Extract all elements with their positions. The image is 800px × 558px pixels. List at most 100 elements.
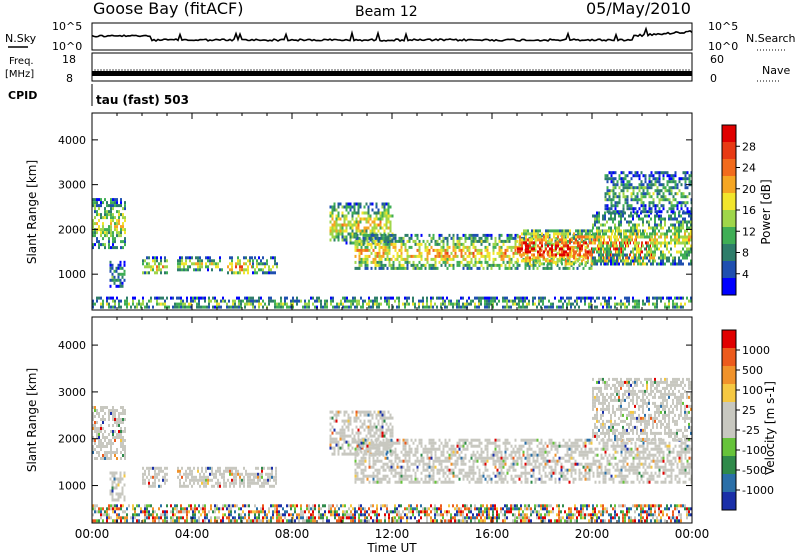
heatmap-cell [611,171,613,174]
heatmap-cell [415,475,417,478]
heatmap-cell [677,192,679,195]
heatmap-cell [552,306,554,309]
heatmap-cell [357,472,359,475]
heatmap-cell [531,238,533,241]
heatmap-cell [380,227,382,230]
heatmap-cell [110,264,112,267]
heatmap-cell [509,264,511,267]
heatmap-cell [94,303,96,306]
heatmap-cell [355,255,357,258]
heatmap-cell [682,236,684,239]
heatmap-cell [271,470,273,473]
heatmap-cell [486,303,488,306]
heatmap-cell [525,244,527,247]
heatmap-cell [120,213,122,216]
heatmap-cell [110,198,112,201]
heatmap-cell [664,233,666,236]
heatmap-cell [231,271,233,274]
heatmap-cell [365,258,367,261]
heatmap-cell [630,215,632,218]
heatmap-cell [393,267,395,270]
heatmap-cell [405,261,407,264]
heatmap-cell [194,297,196,300]
heatmap-cell [116,198,118,201]
heatmap-cell [606,248,608,251]
heatmap-cell [509,255,511,258]
heatmap-cell [231,479,233,482]
heatmap-cell [632,215,634,218]
heatmap-cell [439,255,441,258]
heatmap-cell [610,236,612,239]
heatmap-cell [605,195,607,198]
heatmap-cell [610,260,612,263]
heatmap-cell [344,432,346,435]
heatmap-cell [306,306,308,309]
heatmap-cell [227,470,229,473]
heatmap-cell [393,469,395,472]
heatmap-cell [671,189,673,192]
heatmap-cell [96,222,98,225]
heatmap-cell [628,215,630,218]
heatmap-cell [640,248,642,251]
heatmap-cell [266,262,268,265]
heatmap-cell [368,206,370,209]
heatmap-cell [522,300,524,303]
heatmap-cell [116,204,118,207]
heatmap-cell [382,432,384,435]
heatmap-cell [435,255,437,258]
heatmap-cell [358,300,360,303]
heatmap-cell [521,241,523,244]
heatmap-cell [363,439,365,442]
heatmap-cell [605,192,607,195]
heatmap-cell [508,300,510,303]
heatmap-cell [688,233,690,236]
heatmap-cell [177,259,179,262]
heatmap-cell [431,469,433,472]
heatmap-cell [413,264,415,267]
freq-panel: Freq. [MHz] 18 8 60 0 Nave [5,53,790,85]
heatmap-cell [622,215,624,218]
heatmap-cell [344,453,346,456]
heatmap-cell [579,241,581,244]
heatmap-cell [401,475,403,478]
heatmap-cell [537,259,539,262]
heatmap-cell [361,472,363,475]
heatmap-cell [126,306,128,309]
heatmap-cell [368,218,370,221]
heatmap-cell [606,300,608,303]
heatmap-cell [198,303,200,306]
heatmap-cell [628,242,630,245]
heatmap-cell [589,241,591,244]
heatmap-cell [680,260,682,263]
heatmap-cell [401,243,403,246]
heatmap-cell [459,240,461,243]
heatmap-cell [445,237,447,240]
heatmap-cell [361,463,363,466]
heatmap-cell [628,224,630,227]
heatmap-cell [108,228,110,231]
heatmap-cell [598,218,600,221]
heatmap-cell [655,207,657,210]
heatmap-cell [374,423,376,426]
heatmap-cell [389,469,391,472]
heatmap-cell [660,260,662,263]
heatmap-cell [550,306,552,309]
heatmap-cell [384,224,386,227]
heatmap-cell [186,306,188,309]
heatmap-cell [114,454,116,457]
heatmap-cell [252,259,254,262]
heatmap-cell [362,300,364,303]
heatmap-cell [630,230,632,233]
heatmap-cell [429,475,431,478]
heatmap-cell [214,300,216,303]
heatmap-cell [166,259,168,262]
heatmap-cell [357,451,359,454]
heatmap-cell [407,454,409,457]
heatmap-cell [659,201,661,204]
heatmap-cell [531,232,533,235]
heatmap-cell [334,224,336,227]
heatmap-cell [380,411,382,414]
heatmap-cell [659,180,661,183]
heatmap-cell [100,198,102,201]
heatmap-cell [359,439,361,442]
